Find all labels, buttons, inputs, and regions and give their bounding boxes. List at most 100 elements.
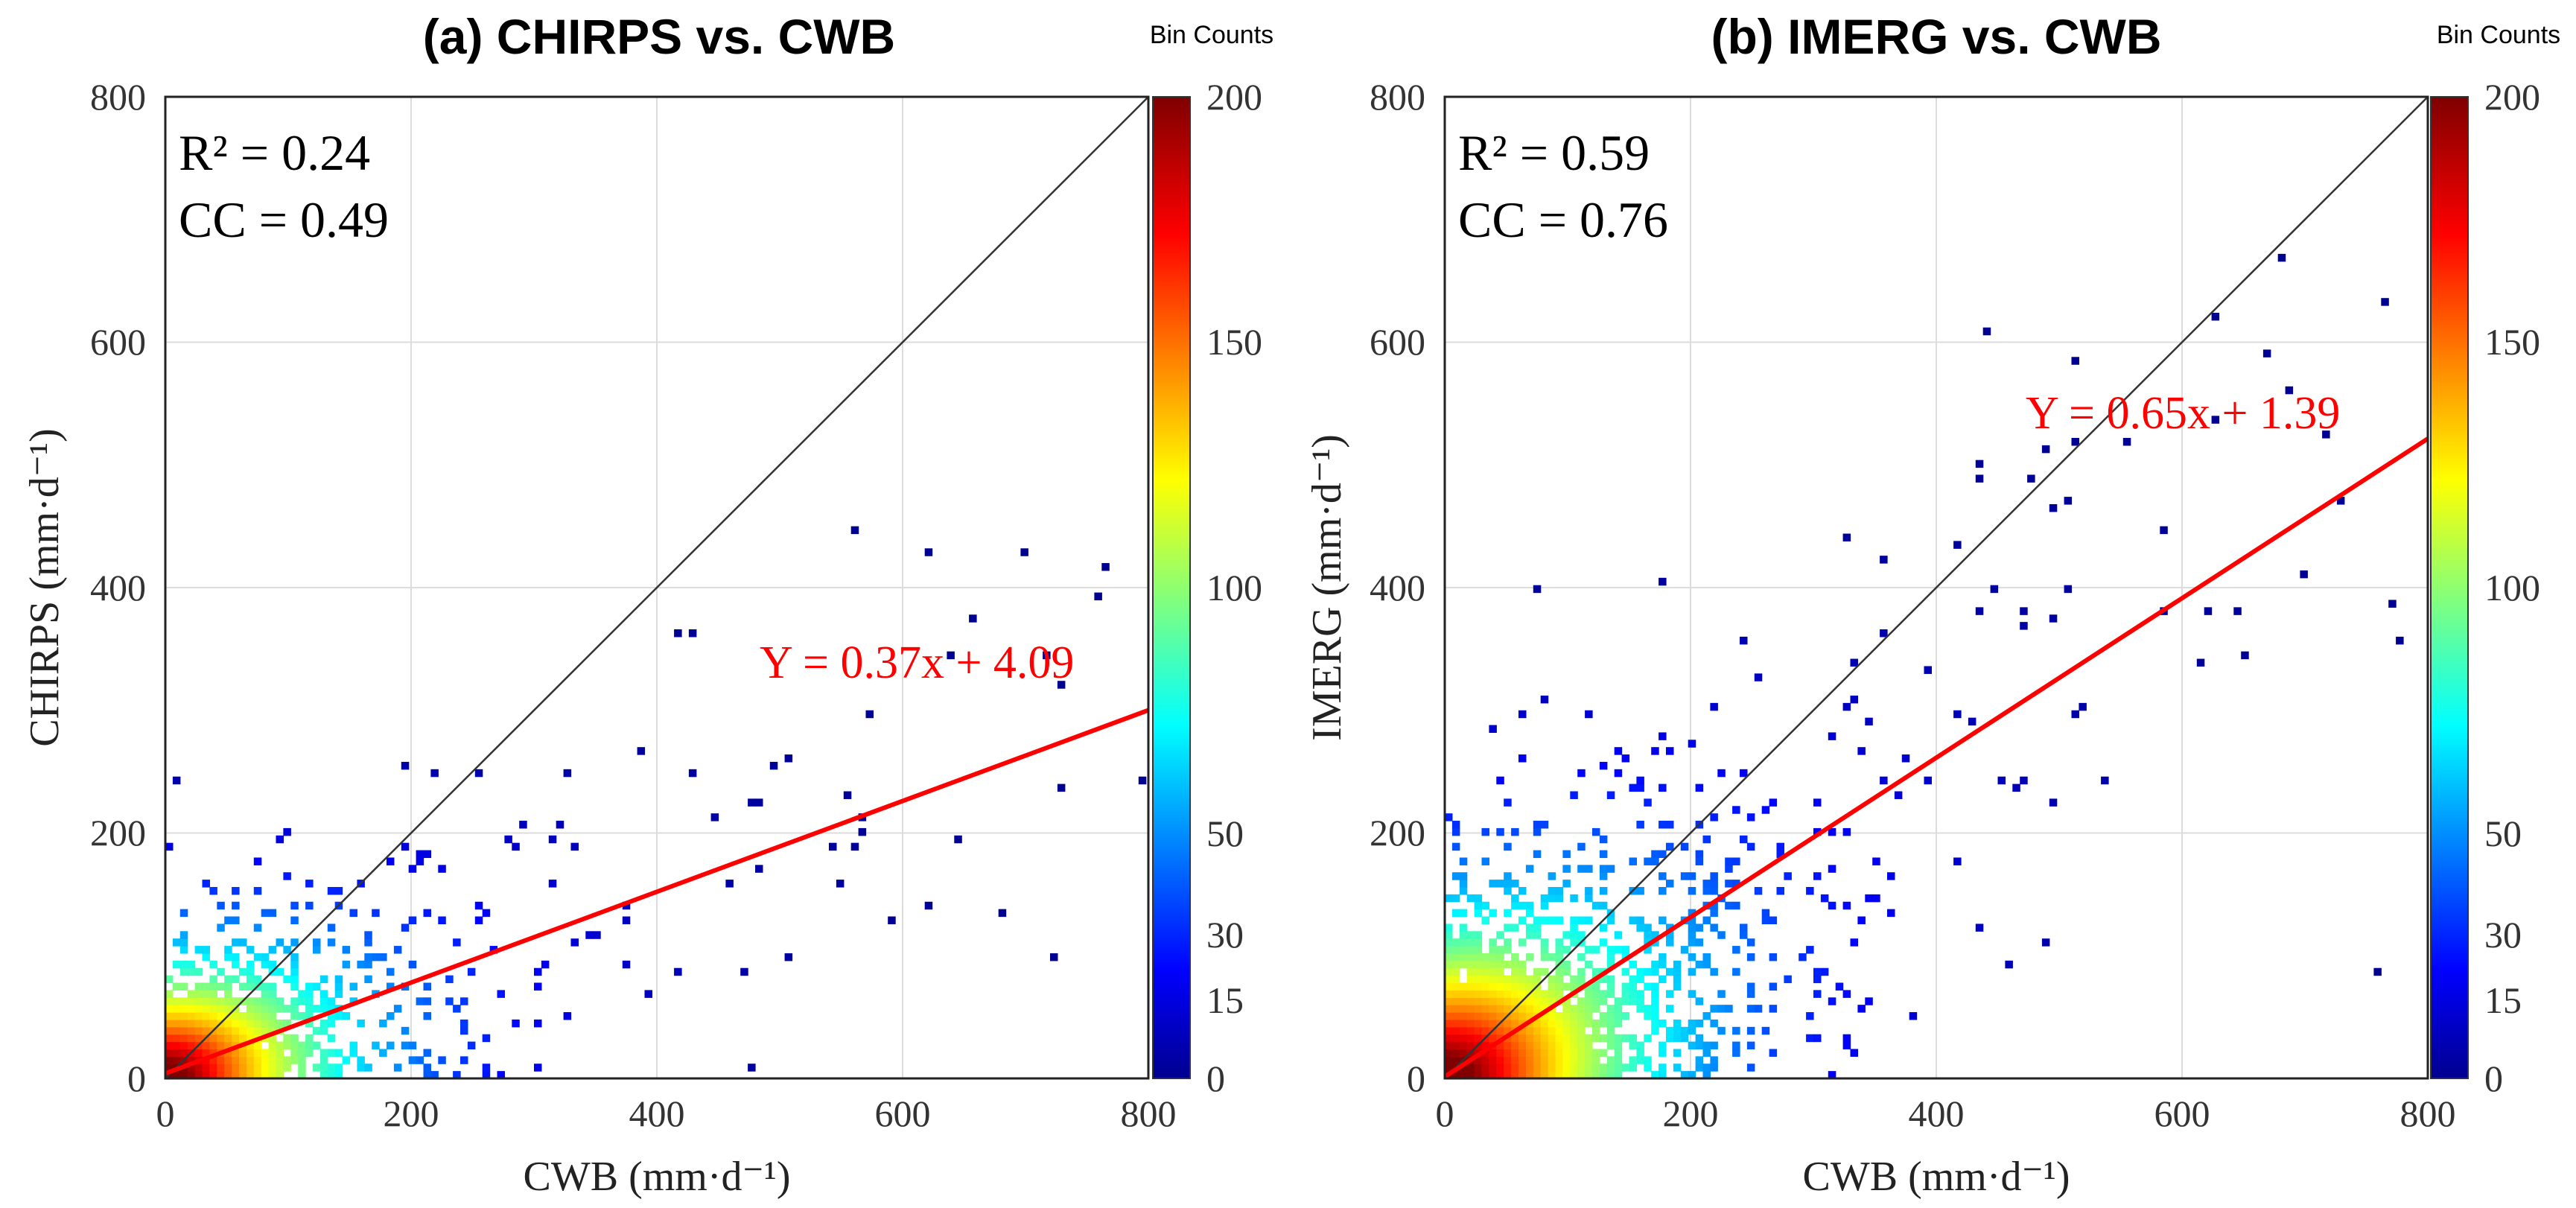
density-cell: [1496, 776, 1504, 785]
density-cell: [1666, 747, 1674, 755]
density-cell: [1585, 916, 1593, 925]
density-cell: [1518, 1041, 1527, 1050]
density-cell: [1784, 975, 1792, 984]
density-cell: [290, 901, 299, 910]
density-cell: [2049, 503, 2058, 512]
density-cell: [1540, 894, 1549, 903]
density-cell: [1451, 872, 1460, 880]
density-cell: [1496, 880, 1504, 888]
density-cell: [319, 990, 328, 998]
density-cell: [1481, 990, 1489, 998]
density-cell: [1511, 1041, 1519, 1050]
density-cell: [1585, 960, 1593, 969]
density-cell: [408, 1056, 417, 1064]
density-cell: [1592, 1049, 1600, 1057]
density-cell: [209, 1019, 217, 1028]
density-cell: [1732, 946, 1740, 954]
density-cell: [379, 953, 387, 961]
density-cell: [246, 1049, 255, 1057]
density-cell: [246, 1012, 255, 1020]
density-cell: [1570, 1056, 1578, 1064]
density-cell: [1651, 857, 1659, 865]
y-tick-label: 200: [1370, 812, 1425, 853]
density-cell: [1577, 967, 1586, 976]
density-cell: [1511, 880, 1519, 888]
density-cell: [1725, 865, 1733, 873]
density-cell: [924, 901, 933, 910]
density-cell: [1813, 990, 1822, 998]
density-cell: [179, 931, 188, 939]
density-cell: [202, 982, 210, 991]
y-axis-label-b: IMERG (mm·d⁻¹): [1304, 434, 1350, 741]
density-cell: [232, 1071, 240, 1079]
density-cell: [1570, 1026, 1578, 1035]
colorbar-tick-label: 200: [2484, 76, 2540, 118]
density-cell: [1688, 938, 1696, 947]
density-cell: [2388, 600, 2397, 608]
density-cell: [290, 997, 299, 1005]
density-cell: [1644, 982, 1652, 991]
density-cell: [1688, 886, 1696, 895]
density-cell: [1459, 1034, 1468, 1043]
density-cell: [364, 1064, 372, 1072]
density-cell: [224, 1056, 232, 1064]
density-cell: [1504, 1056, 1512, 1064]
density-cell: [268, 1019, 277, 1028]
density-cell: [268, 990, 277, 998]
colorbar-ticks-b: 0 15 30 50 100 150 200: [2484, 76, 2540, 1099]
density-cell: [1651, 1019, 1659, 1028]
density-cell: [179, 997, 188, 1005]
density-cell: [1688, 740, 1696, 748]
density-cell: [1651, 1005, 1659, 1013]
density-cell: [2020, 622, 2028, 630]
density-cell: [319, 1019, 328, 1028]
density-cell: [1717, 1005, 1726, 1013]
density-cell: [1702, 880, 1711, 888]
density-cell: [202, 880, 210, 888]
density-cell: [1451, 997, 1460, 1005]
density-cell: [1710, 813, 1718, 821]
density-cell: [1525, 1064, 1534, 1072]
density-cell: [1585, 1012, 1593, 1020]
density-cell: [1636, 821, 1644, 829]
density-cell: [1445, 1012, 1453, 1020]
density-cell: [1828, 865, 1836, 873]
density-cell: [1570, 1005, 1578, 1013]
density-cell: [1850, 658, 1858, 667]
density-cell: [1606, 1019, 1615, 1028]
density-cell: [1659, 916, 1667, 925]
density-cell: [1651, 1071, 1659, 1079]
density-cell: [482, 1071, 491, 1079]
density-cell: [290, 960, 299, 969]
density-cell: [1666, 821, 1674, 829]
density-cell: [1599, 924, 1608, 932]
density-cell: [1688, 909, 1696, 918]
colorbar-tick-label: 150: [2484, 321, 2540, 363]
density-cell: [290, 953, 299, 961]
density-cell: [1688, 1041, 1696, 1050]
density-cell: [1710, 1005, 1718, 1013]
density-cell: [1518, 1071, 1527, 1079]
density-cell: [1614, 1056, 1623, 1064]
density-cell: [194, 982, 203, 991]
density-cell: [253, 1056, 262, 1064]
density-cell: [1740, 931, 1748, 939]
density-cell: [1997, 776, 2006, 785]
density-cell: [283, 1056, 291, 1064]
density-cell: [1481, 953, 1489, 961]
density-cell: [1555, 916, 1563, 925]
density-cell: [1555, 1012, 1563, 1020]
density-cell: [342, 946, 351, 954]
density-cell: [1466, 953, 1475, 961]
density-cell: [1496, 960, 1504, 969]
density-cell: [1680, 1026, 1689, 1035]
colorbar-tick-label: 200: [1206, 76, 1262, 118]
density-cell: [1540, 938, 1549, 947]
density-cell: [1518, 938, 1527, 947]
density-cell: [1599, 1064, 1608, 1072]
density-cell: [1466, 1034, 1475, 1043]
density-cell: [1466, 982, 1475, 991]
density-cell: [1644, 1012, 1652, 1020]
density-cell: [1673, 1049, 1682, 1057]
density-cell: [1020, 548, 1028, 556]
